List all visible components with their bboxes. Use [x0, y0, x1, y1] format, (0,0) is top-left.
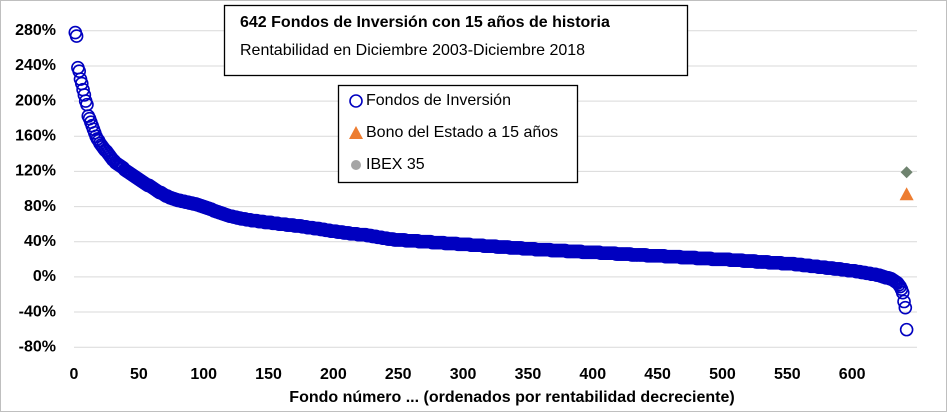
x-tick-label: 350	[515, 366, 542, 383]
point	[899, 187, 914, 201]
legend-icon	[351, 160, 361, 170]
point	[72, 64, 86, 79]
legend-label: Bono del Estado a 15 años	[366, 124, 558, 141]
x-tick-label: 400	[579, 366, 606, 383]
legend-label: Fondos de Inversión	[366, 92, 511, 109]
y-tick-label: 0%	[33, 268, 56, 285]
x-tick-label: 200	[320, 366, 347, 383]
x-tick-label: 500	[709, 366, 736, 383]
legend-box	[337, 84, 579, 184]
y-tick-label: 160%	[15, 127, 56, 144]
x-tick-label: 550	[774, 366, 801, 383]
legend-icon	[349, 94, 363, 108]
y-tick-label: 40%	[24, 233, 56, 250]
point	[899, 322, 914, 337]
y-tick-label: 200%	[15, 92, 56, 109]
title-box	[223, 4, 689, 77]
y-tick-label: 80%	[24, 198, 56, 215]
x-tick-label: 250	[385, 366, 412, 383]
point	[900, 166, 913, 179]
legend-icon	[349, 126, 363, 139]
x-tick-label: 600	[839, 366, 866, 383]
chart-title: 642 Fondos de Inversión con 15 años de h…	[240, 14, 610, 31]
y-tick-label: 240%	[15, 57, 56, 74]
y-tick-label: -40%	[19, 303, 56, 320]
point	[895, 285, 910, 300]
x-tick-label: 50	[130, 366, 148, 383]
x-tick-label: 100	[190, 366, 217, 383]
x-tick-label: 150	[255, 366, 282, 383]
point	[897, 294, 911, 309]
x-tick-label: 300	[450, 366, 477, 383]
y-tick-label: -80%	[19, 338, 56, 355]
point	[898, 300, 913, 315]
chart-subtitle: Rentabilidad en Diciembre 2003-Diciembre…	[240, 42, 585, 59]
x-tick-label: 450	[644, 366, 671, 383]
point	[69, 29, 84, 43]
x-axis-label: Fondo número ... (ordenados por rentabil…	[289, 389, 734, 406]
y-tick-label: 120%	[15, 163, 56, 180]
y-tick-label: 280%	[15, 22, 56, 39]
x-tick-label: 0	[70, 366, 79, 383]
point	[77, 88, 92, 102]
legend-label: IBEX 35	[366, 156, 425, 173]
